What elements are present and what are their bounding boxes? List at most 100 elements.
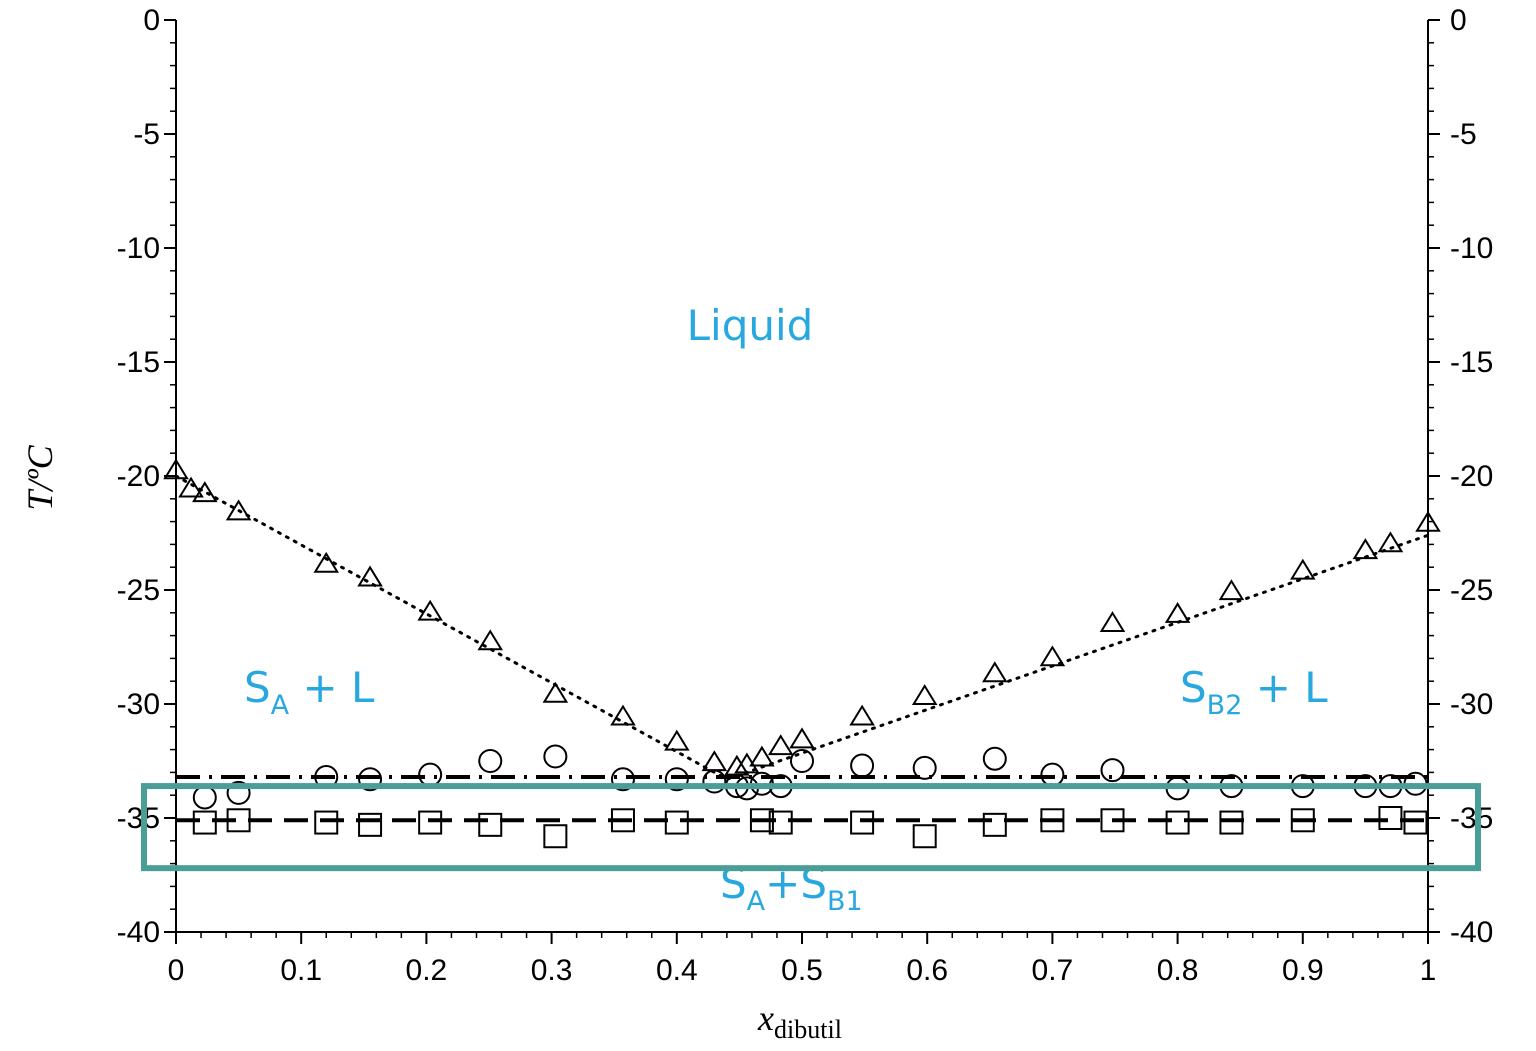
circle-marker bbox=[478, 749, 503, 773]
circle-marker bbox=[1040, 762, 1065, 787]
circle-marker bbox=[1100, 758, 1125, 783]
x-tick-label: 0.1 bbox=[280, 954, 322, 987]
square-marker bbox=[358, 812, 383, 837]
square-marker bbox=[1165, 810, 1190, 835]
region-label-sb2-l: SB2 + L bbox=[1180, 663, 1328, 721]
region-sa-l-main: S bbox=[244, 663, 271, 712]
square-marker bbox=[314, 810, 339, 835]
square-marker bbox=[1378, 806, 1403, 830]
x-tick-label: 0.5 bbox=[781, 954, 823, 987]
highlight-box bbox=[141, 783, 1481, 872]
x-tick-label: 1 bbox=[1420, 954, 1437, 987]
x-tick-label: 0.6 bbox=[906, 954, 948, 987]
x-tick-label: 0.3 bbox=[531, 954, 573, 987]
y-axis-title: T/ºC bbox=[20, 444, 60, 510]
circle-marker bbox=[358, 767, 383, 792]
triangle-marker bbox=[664, 729, 690, 751]
region-sa-sb1-sub2: B1 bbox=[827, 886, 863, 917]
triangle-marker bbox=[1377, 531, 1404, 553]
circle-marker bbox=[543, 744, 568, 769]
region-sb2-l-sub: B2 bbox=[1207, 690, 1243, 721]
y-tick-label-right: -30 bbox=[1450, 688, 1493, 721]
x-axis-title-main: x bbox=[757, 998, 774, 1038]
y-tick-label-right: -15 bbox=[1450, 346, 1493, 379]
circle-marker bbox=[982, 746, 1007, 771]
region-sb2-l-rest: + L bbox=[1242, 663, 1328, 712]
square-marker bbox=[982, 812, 1007, 837]
circle-marker bbox=[850, 753, 875, 778]
triangle-marker bbox=[542, 681, 569, 703]
x-tick-label: 0.8 bbox=[1157, 954, 1199, 987]
y-tick-label-right: 0 bbox=[1450, 4, 1467, 37]
triangle-marker bbox=[849, 704, 875, 726]
triangle-marker bbox=[610, 704, 636, 726]
triangle-marker bbox=[477, 629, 504, 651]
circle-marker bbox=[226, 780, 251, 805]
square-marker bbox=[226, 808, 251, 833]
x-tick-label: 0 bbox=[168, 954, 185, 987]
x-tick-label: 0.7 bbox=[1032, 954, 1074, 987]
triangle-marker bbox=[749, 745, 775, 767]
circle-marker bbox=[192, 785, 217, 810]
triangle-marker bbox=[313, 551, 340, 573]
triangle-marker bbox=[192, 481, 218, 503]
region-label-sa-l: SA + L bbox=[244, 663, 375, 721]
triangle-marker bbox=[1164, 602, 1191, 623]
triangle-marker bbox=[178, 476, 204, 498]
x-axis-title: xdibutil bbox=[757, 998, 842, 1044]
square-marker bbox=[912, 824, 937, 849]
square-marker bbox=[749, 808, 774, 833]
y-tick-label-right: -25 bbox=[1450, 574, 1493, 607]
y-tick-label-left: -15 bbox=[117, 346, 160, 379]
circle-marker bbox=[664, 767, 689, 792]
triangle-marker bbox=[1218, 579, 1245, 601]
triangle-marker bbox=[1039, 645, 1066, 667]
circle-marker bbox=[418, 762, 443, 787]
square-marker bbox=[1290, 808, 1315, 833]
x-axis-title-sub: dibutil bbox=[774, 1015, 842, 1044]
square-marker bbox=[1219, 810, 1244, 835]
triangle-marker bbox=[163, 458, 189, 480]
y-tick-label-right: -20 bbox=[1450, 460, 1493, 493]
tick-labels: 0 -5 -10 -15 -20 -25 -30 -35 -40 0 -5 -10 -15 -20 -25 -… bbox=[117, 4, 1494, 987]
square-marker bbox=[192, 810, 217, 835]
square-marker bbox=[1100, 808, 1125, 833]
y-tick-label-right: -40 bbox=[1450, 916, 1493, 949]
region-sa-l-rest: + L bbox=[289, 663, 375, 712]
square-marker bbox=[543, 824, 568, 849]
region-sa-l-sub: A bbox=[271, 690, 290, 721]
triangle-marker bbox=[1290, 558, 1316, 580]
y-tick-label-left: -5 bbox=[133, 118, 160, 151]
y-tick-label-left: -30 bbox=[117, 688, 160, 721]
triangle-marker bbox=[789, 727, 815, 749]
square-marker bbox=[768, 810, 793, 835]
square-marker bbox=[418, 810, 443, 835]
circle-marker bbox=[790, 749, 814, 773]
square-marker bbox=[610, 808, 635, 833]
axis-ticks bbox=[164, 19, 1440, 944]
triangle-marker bbox=[767, 734, 794, 756]
x-tick-label: 0.2 bbox=[406, 954, 448, 987]
x-tick-label: 0.4 bbox=[656, 954, 698, 987]
data-markers bbox=[163, 458, 1441, 849]
triangle-marker bbox=[1099, 611, 1126, 633]
triangle-marker bbox=[357, 565, 383, 587]
y-tick-label-left: -20 bbox=[117, 460, 160, 493]
plot-frame bbox=[175, 20, 1429, 933]
y-tick-label-left: -25 bbox=[117, 574, 160, 607]
triangle-marker bbox=[982, 661, 1008, 683]
y-tick-label-right: -10 bbox=[1450, 232, 1493, 265]
y-tick-label-right: -5 bbox=[1450, 118, 1477, 151]
y-tick-label-left: -10 bbox=[117, 232, 160, 265]
circle-marker bbox=[610, 767, 635, 792]
fit-lines bbox=[174, 474, 1430, 823]
y-tick-label-left: 0 bbox=[143, 4, 160, 37]
y-tick-label-left: -35 bbox=[117, 802, 160, 835]
y-tick-label-right: -35 bbox=[1450, 802, 1493, 835]
square-marker bbox=[664, 810, 689, 835]
square-marker bbox=[1403, 810, 1428, 835]
triangle-marker bbox=[1352, 538, 1379, 560]
region-sa-sb1-sub1: A bbox=[747, 886, 766, 917]
triangle-marker bbox=[417, 599, 443, 621]
square-marker bbox=[478, 812, 503, 837]
